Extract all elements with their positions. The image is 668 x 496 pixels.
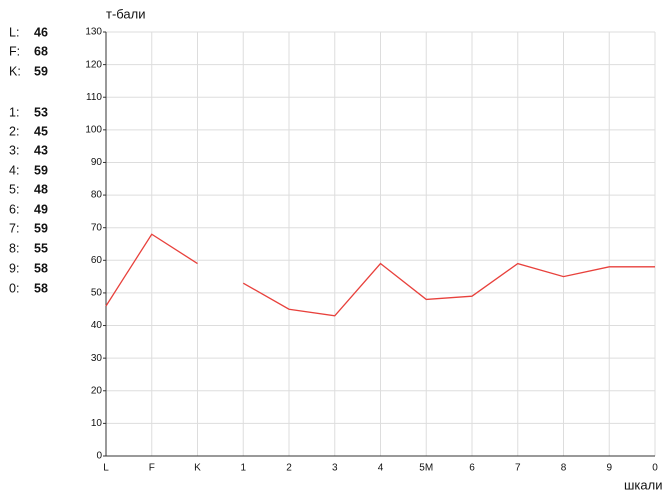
score-value: 68: [34, 44, 48, 58]
score-label: 0:: [9, 281, 19, 295]
score-label: 9:: [9, 261, 19, 275]
y-tick-label: 100: [85, 124, 102, 135]
score-label: F:: [9, 44, 20, 58]
x-tick-label: 0: [652, 463, 658, 474]
series-line: [242, 262, 655, 317]
score-label: 8:: [9, 241, 19, 255]
score-value: 48: [34, 182, 48, 196]
score-value: 55: [34, 241, 48, 255]
score-label: 3:: [9, 143, 19, 157]
score-label: 6:: [9, 202, 19, 216]
score-value: 59: [34, 163, 48, 177]
score-value: 58: [34, 281, 48, 295]
y-tick-label: 10: [91, 418, 103, 429]
score-label: 4:: [9, 163, 19, 177]
score-value: 59: [34, 64, 48, 78]
x-tick-label: F: [149, 463, 155, 474]
x-tick-label: K: [194, 463, 201, 474]
y-tick-label: 120: [85, 59, 102, 70]
score-label: L:: [9, 25, 19, 39]
x-tick-label: 7: [515, 463, 521, 474]
score-value: 43: [34, 143, 48, 157]
score-value: 45: [34, 124, 48, 138]
score-label: 1:: [9, 105, 19, 119]
y-tick-label: 80: [91, 190, 103, 201]
score-label: K:: [9, 64, 21, 78]
score-value: 59: [34, 221, 48, 235]
y-tick-label: 130: [85, 27, 102, 38]
y-tick-label: 60: [91, 255, 103, 266]
x-axis-title: шкали: [624, 477, 662, 492]
y-tick-label: 20: [91, 385, 103, 396]
y-tick-label: 40: [91, 320, 103, 331]
y-tick-label: 70: [91, 222, 103, 233]
y-tick-label: 50: [91, 288, 103, 299]
score-value: 53: [34, 105, 48, 119]
score-label: 7:: [9, 221, 19, 235]
y-tick-label: 0: [96, 451, 102, 462]
score-value: 49: [34, 202, 48, 216]
x-tick-label: 4: [378, 463, 384, 474]
x-tick-label: 3: [332, 463, 338, 474]
y-axis-title: т-бали: [106, 6, 146, 21]
y-tick-label: 30: [91, 353, 103, 364]
score-label: 2:: [9, 124, 19, 138]
x-tick-label: 2: [286, 463, 292, 474]
score-label: 5:: [9, 182, 19, 196]
x-tick-label: 8: [561, 463, 567, 474]
series-line: [105, 233, 198, 307]
y-tick-label: 110: [86, 92, 102, 103]
x-tick-label: 9: [606, 463, 612, 474]
x-tick-label: 6: [469, 463, 475, 474]
x-tick-label: L: [103, 463, 109, 474]
score-value: 58: [34, 261, 48, 275]
x-tick-label: 5M: [419, 463, 433, 474]
x-tick-label: 1: [240, 463, 246, 474]
score-value: 46: [34, 25, 48, 39]
y-tick-label: 90: [91, 157, 103, 168]
